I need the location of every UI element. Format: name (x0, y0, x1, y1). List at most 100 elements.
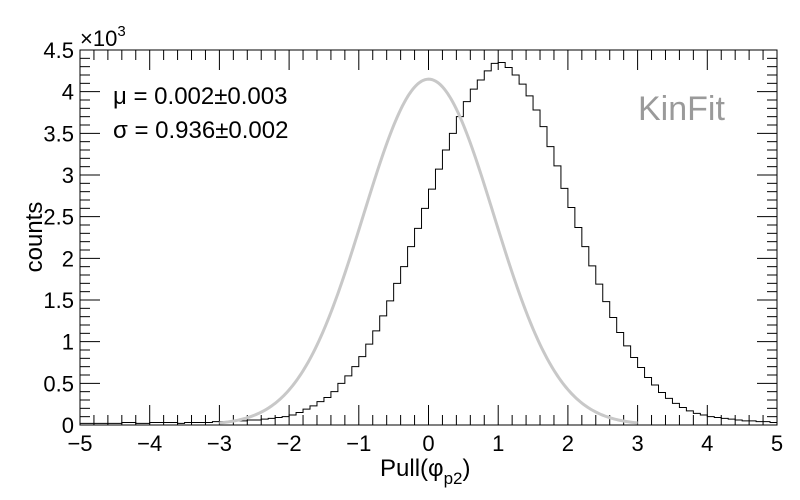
histogram-bin (589, 266, 596, 425)
y-multiplier-exp: 3 (117, 23, 125, 40)
histogram-bin (512, 75, 519, 425)
histogram-bin (449, 133, 456, 425)
histogram-bin (456, 117, 463, 425)
histogram-bin (477, 80, 484, 425)
x-tick-label: 0 (422, 431, 434, 456)
histogram-bin (533, 110, 540, 425)
histogram-bin (700, 415, 707, 425)
y-axis-ticks: 0 0.5 1 1.5 2 2.5 3 3.5 4 4.5 (43, 38, 777, 438)
histogram-bin (470, 89, 477, 425)
histogram-bin (157, 423, 164, 426)
y-tick-label: 3.5 (43, 121, 74, 146)
y-tick-label: 0 (62, 413, 74, 438)
x-tick-label: −4 (137, 431, 162, 456)
histogram-bin (310, 406, 317, 425)
kinfit-tag: KinFit (638, 90, 725, 128)
histogram-bin (610, 318, 617, 426)
histogram-bin (331, 392, 338, 425)
histogram-bin (401, 267, 408, 425)
histogram-bin (603, 302, 610, 425)
histogram-bin (87, 423, 94, 425)
x-axis-title: Pull(φp2) (380, 455, 471, 488)
histogram-bin (387, 301, 394, 425)
histogram-bin (575, 228, 582, 426)
histogram-bin (226, 422, 233, 425)
x-tick-label: 5 (771, 431, 783, 456)
histogram-bin (415, 228, 422, 425)
histogram-bin (561, 188, 568, 425)
histogram-bin (366, 344, 373, 425)
histogram-bin (582, 247, 589, 425)
histogram-bin (645, 378, 652, 426)
histogram-bin (178, 423, 185, 425)
histogram-bin (345, 376, 352, 425)
histogram-bin (338, 383, 345, 425)
histogram-bin (435, 169, 442, 425)
histogram-bin (317, 402, 324, 425)
histogram-bin (686, 411, 693, 425)
y-tick-label: 0.5 (43, 371, 74, 396)
histogram-bin (763, 422, 770, 425)
annotation-mu: μ = 0.002±0.003 (113, 83, 287, 110)
histogram-bin (122, 423, 129, 426)
histogram-bin (289, 415, 296, 425)
histogram-bin (540, 127, 547, 425)
y-tick-label: 4.5 (43, 38, 74, 63)
histogram-bin (624, 346, 631, 425)
histogram-bin (171, 423, 178, 426)
histogram-bin (742, 421, 749, 425)
x-tick-label: 2 (562, 431, 574, 456)
x-tick-label: 3 (631, 431, 643, 456)
y-tick-label: 4 (62, 80, 74, 105)
histogram-bin (268, 418, 275, 425)
histogram-bin (247, 420, 254, 425)
histogram-bin (373, 331, 380, 425)
histogram-bin (185, 423, 192, 426)
histogram-bin (568, 208, 575, 426)
histogram-bin (394, 283, 401, 425)
histogram-bin (261, 419, 268, 425)
x-title-main: Pull(φ (380, 455, 444, 482)
histogram-bin (115, 423, 122, 425)
histogram-bin (693, 413, 700, 425)
histogram-bin (638, 368, 645, 426)
y-multiplier-base: ×10 (80, 26, 117, 51)
histogram-bin (129, 423, 136, 426)
x-title-close: ) (463, 455, 471, 482)
x-tick-label: −2 (277, 431, 302, 456)
x-axis-ticks: −5 −4 −3 −2 −1 0 1 2 3 4 5 (67, 50, 783, 456)
histogram-bin (519, 84, 526, 425)
histogram-bin (721, 418, 728, 425)
histogram-bin (484, 71, 491, 425)
histogram-bin (498, 63, 505, 426)
histogram-bin (463, 102, 470, 425)
histogram-bin (136, 423, 143, 425)
histogram-bin (192, 423, 199, 426)
histogram-bin (429, 189, 436, 425)
histogram-bin (749, 421, 756, 425)
x-tick-label: −1 (346, 431, 371, 456)
histogram-bin (80, 423, 87, 425)
histogram-bin (380, 316, 387, 425)
annotation-sigma: σ = 0.936±0.002 (113, 117, 288, 144)
y-axis-multiplier: ×103 (80, 23, 126, 51)
y-tick-label: 1 (62, 330, 74, 355)
histogram-bin (408, 247, 415, 425)
histogram-bin (282, 417, 289, 425)
histogram-bin (526, 96, 533, 425)
y-axis-title: counts (21, 202, 48, 273)
gaussian-fit-curve (219, 77, 638, 425)
histogram-bin (359, 357, 366, 425)
y-tick-label: 2 (62, 246, 74, 271)
histogram-bin (728, 419, 735, 425)
histogram-bin (108, 423, 115, 425)
histogram-bin (296, 413, 303, 426)
histogram-bin (665, 398, 672, 425)
histogram-bin (770, 423, 777, 426)
histogram-bin (164, 423, 171, 426)
histogram-bin (554, 166, 561, 425)
histogram-bin (679, 408, 686, 426)
histogram-bin (254, 420, 261, 425)
histogram-bin (422, 208, 429, 425)
histogram-bin (491, 63, 498, 425)
